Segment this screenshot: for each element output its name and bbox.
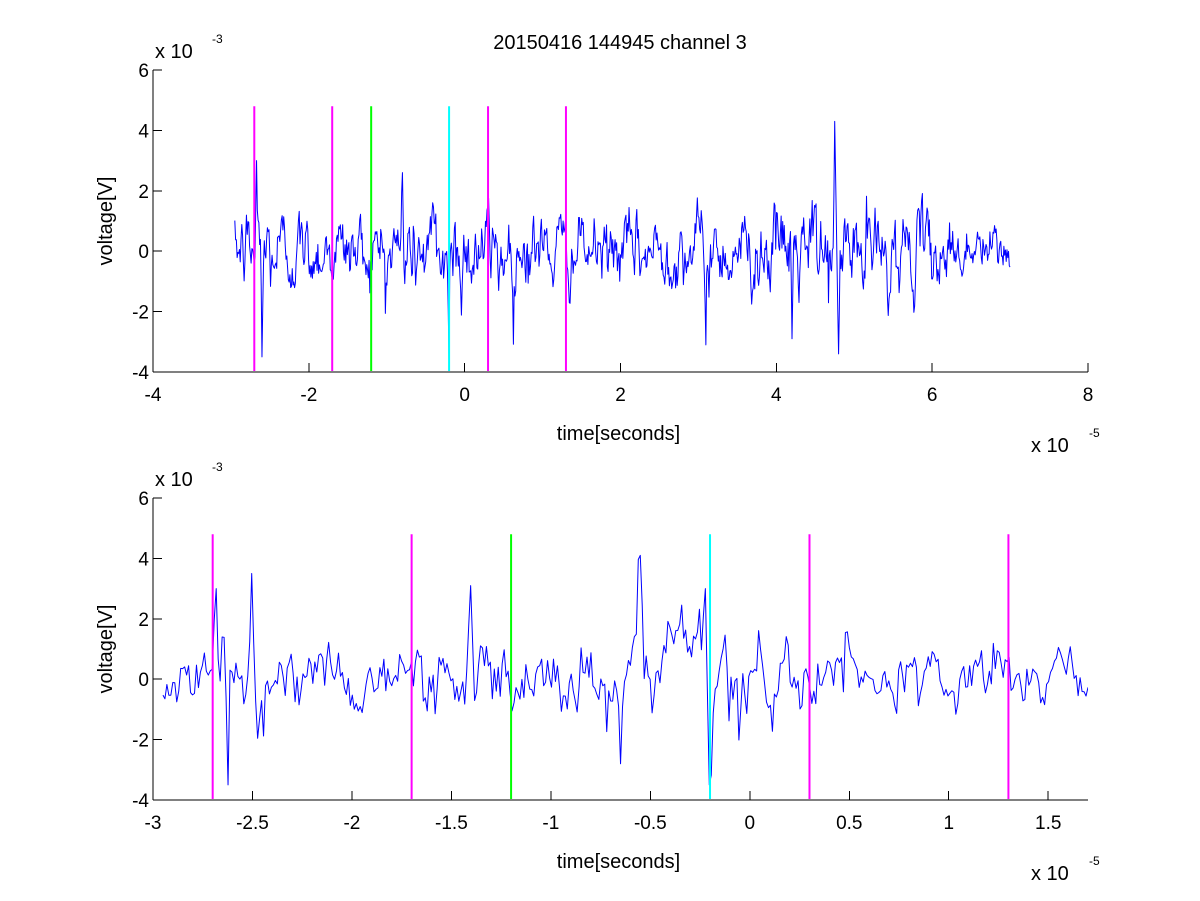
bottom-plot-x-multiplier: x 10 (1031, 863, 1069, 885)
top-plot-y-tick-label: -4 (132, 363, 149, 384)
bottom-plot-x-tick-label: 0 (745, 813, 756, 834)
top-plot-x-axis-label: time[seconds] (557, 423, 680, 445)
bottom-plot-y-tick-label: 0 (138, 670, 149, 691)
top-plot-y-tick-label: 6 (138, 61, 149, 82)
top-plot-x-tick-label: 4 (771, 385, 782, 406)
top-plot-x-tick-label: 8 (1083, 385, 1094, 406)
bottom-plot-signal-line (162, 554, 1088, 786)
bottom-plot-y-tick-label: 2 (138, 610, 149, 631)
bottom-plot-x-tick-label: -1 (542, 813, 559, 834)
bottom-plot-x-tick-label: -3 (145, 813, 162, 834)
bottom-plot-x-tick-label: -1.5 (435, 813, 468, 834)
top-plot-y-tick-label: 2 (138, 182, 149, 203)
top-plot-x-tick-label: 6 (927, 385, 938, 406)
top-plot-y-tick-label: 0 (138, 242, 149, 263)
bottom-plot-y-axis-label: voltage[V] (95, 605, 117, 694)
bottom-plot-x-multiplier-exponent: -5 (1089, 854, 1100, 868)
top-plot-panel: -4 -2 0 2 4 6 8 -4 -2 0 2 4 6 time[seconds] voltage[V]… (95, 32, 1100, 457)
bottom-plot-y-tick-label: 4 (138, 549, 149, 570)
top-plot-y-tick-label: 4 (138, 121, 149, 142)
top-plot-y-axis-label: voltage[V] (95, 177, 117, 266)
bottom-plot-x-tick-label: -2.5 (236, 813, 269, 834)
top-plot-x-tick-label: -4 (145, 385, 162, 406)
top-plot-y-multiplier: x 10 (155, 41, 193, 63)
bottom-plot-y-multiplier-exponent: -3 (212, 460, 223, 474)
bottom-plot-x-tick-label: -0.5 (634, 813, 667, 834)
bottom-plot-y-tick-label: -4 (132, 791, 149, 812)
top-plot-y-tick-label: -2 (132, 303, 149, 324)
bottom-plot-y-tick-label: -2 (132, 731, 149, 752)
bottom-plot-x-axis-label: time[seconds] (557, 851, 680, 873)
bottom-plot-y-tick-label: 6 (138, 489, 149, 510)
top-plot-signal-line (234, 120, 1011, 361)
bottom-plot-panel: -3 -2.5 -2 -1.5 -1 -0.5 0 0.5 1 1.5 -4 -2 0 2 4 6 time[s… (95, 460, 1100, 885)
top-plot-x-multiplier: x 10 (1031, 435, 1069, 457)
top-plot-x-tick-label: 2 (615, 385, 626, 406)
bottom-plot-x-tick-label: 1 (943, 813, 954, 834)
bottom-plot-x-tick-label: 1.5 (1035, 813, 1061, 834)
bottom-plot-x-tick-label: 0.5 (836, 813, 862, 834)
bottom-plot-y-multiplier: x 10 (155, 469, 193, 491)
top-plot-y-multiplier-exponent: -3 (212, 32, 223, 46)
top-plot-x-multiplier-exponent: -5 (1089, 426, 1100, 440)
top-plot-x-tick-label: 0 (459, 385, 470, 406)
figure-title: 20150416 144945 channel 3 (493, 32, 747, 54)
top-plot-x-tick-label: -2 (300, 385, 317, 406)
bottom-plot-x-tick-label: -2 (343, 813, 360, 834)
